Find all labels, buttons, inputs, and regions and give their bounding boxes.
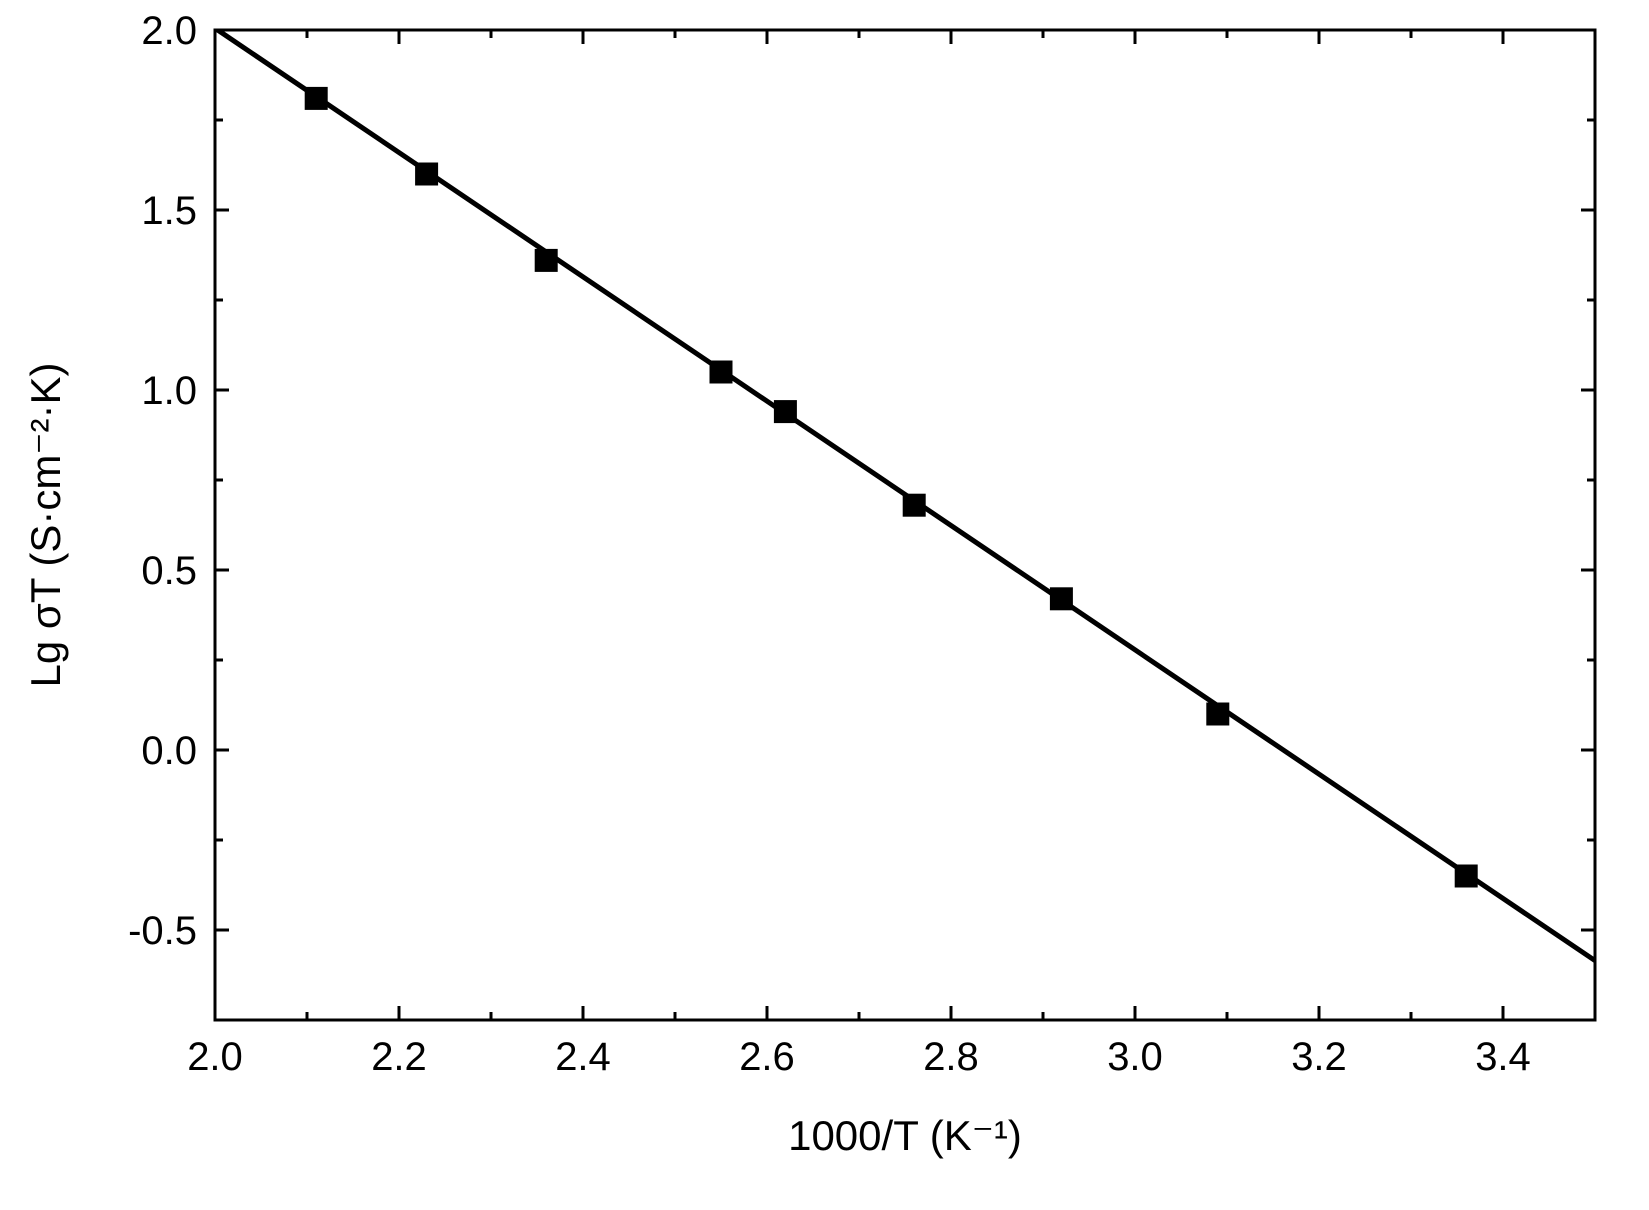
x-tick-label: 3.0: [1107, 1035, 1163, 1079]
x-tick-label: 2.4: [555, 1035, 611, 1079]
x-tick-label: 2.6: [739, 1035, 795, 1079]
x-axis-label: 1000/T (K⁻¹): [788, 1112, 1022, 1159]
y-tick-label: 2.0: [141, 9, 197, 53]
y-tick-label: 1.5: [141, 189, 197, 233]
x-tick-label: 3.2: [1291, 1035, 1347, 1079]
data-point: [416, 163, 438, 185]
y-tick-label: 0.5: [141, 549, 197, 593]
y-tick-label: 1.0: [141, 369, 197, 413]
x-tick-label: 2.8: [923, 1035, 979, 1079]
y-tick-label: -0.5: [128, 909, 197, 953]
data-point: [710, 361, 732, 383]
data-point: [305, 87, 327, 109]
data-point: [774, 401, 796, 423]
x-tick-label: 3.4: [1475, 1035, 1531, 1079]
y-tick-label: 0.0: [141, 729, 197, 773]
x-tick-label: 2.2: [371, 1035, 427, 1079]
data-point: [1207, 703, 1229, 725]
data-point: [903, 494, 925, 516]
y-axis-label: Lg σT (S·cm⁻²·K): [22, 363, 69, 688]
data-point: [1455, 865, 1477, 887]
data-point: [535, 249, 557, 271]
data-point: [1050, 588, 1072, 610]
x-tick-label: 2.0: [187, 1035, 243, 1079]
arrhenius-chart: 2.0 2.2 2.4 2.6 2.8 3.0 3.2 3.4 -0.5 0.0 0.5 1.0 1.5…: [0, 0, 1649, 1210]
chart-svg: 2.0 2.2 2.4 2.6 2.8 3.0 3.2 3.4 -0.5 0.0 0.5 1.0 1.5…: [0, 0, 1649, 1210]
